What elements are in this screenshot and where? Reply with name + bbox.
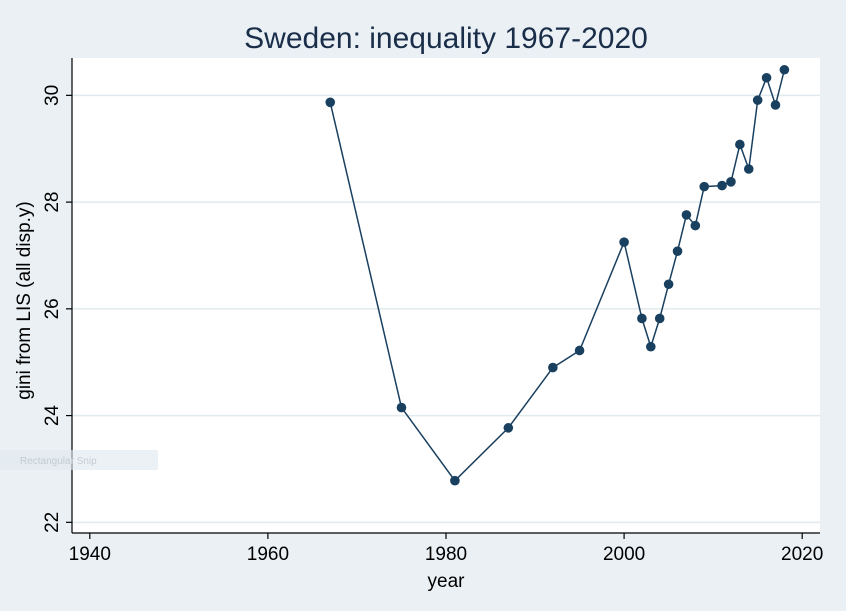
y-tick-label-24: 24 xyxy=(42,405,63,427)
data-point-2006 xyxy=(672,246,683,257)
data-point-1995 xyxy=(574,345,585,356)
gridlines xyxy=(72,94,820,524)
faded-snip-overlay xyxy=(0,450,158,470)
data-point-2012 xyxy=(726,177,736,187)
data-point-2016 xyxy=(761,72,772,83)
data-point-2009 xyxy=(699,181,710,192)
x-axis-label: year xyxy=(428,571,466,592)
y-tick-labels: 22 24 26 28 30 xyxy=(42,85,63,533)
chart-title: Sweden: inequality 1967-2020 xyxy=(244,22,648,55)
x-tick-label-1980: 1980 xyxy=(425,544,467,565)
data-point-2018 xyxy=(779,64,790,75)
data-point-2007 xyxy=(681,210,692,220)
data-point-2003 xyxy=(646,341,656,352)
y-tick-label-26: 26 xyxy=(42,298,63,319)
x-tick-label-1960: 1960 xyxy=(247,544,289,565)
y-tick-label-28: 28 xyxy=(42,192,63,213)
x-tick-label-2020: 2020 xyxy=(781,544,823,565)
x-tick-label-2000: 2000 xyxy=(603,544,645,565)
data-point-1967 xyxy=(325,97,336,108)
faded-snip-label: Rectangular Snip xyxy=(20,456,97,467)
series-group xyxy=(325,64,790,486)
data-point-2004 xyxy=(654,313,665,324)
data-point-2015 xyxy=(752,95,763,105)
data-point-2011 xyxy=(717,180,727,191)
y-tick-label-30: 30 xyxy=(42,85,63,106)
data-point-2013 xyxy=(735,139,745,150)
data-point-1981 xyxy=(450,475,460,486)
x-tick-labels: 1940 1960 1980 2000 2020 xyxy=(69,544,824,565)
data-point-1987 xyxy=(503,423,514,433)
x-tick-label-1940: 1940 xyxy=(69,544,111,565)
data-point-2017 xyxy=(770,100,781,110)
data-point-1975 xyxy=(396,402,407,413)
data-point-2014 xyxy=(743,164,754,174)
data-point-1992 xyxy=(548,362,558,373)
data-point-2002 xyxy=(637,313,647,324)
data-point-2008 xyxy=(690,220,701,231)
data-point-2005 xyxy=(663,279,674,290)
data-point-2000 xyxy=(619,237,629,247)
plot-area xyxy=(72,58,820,533)
y-tick-label-22: 22 xyxy=(42,512,63,533)
y-axis-label: gini from LIS (all disp.y) xyxy=(14,201,35,400)
